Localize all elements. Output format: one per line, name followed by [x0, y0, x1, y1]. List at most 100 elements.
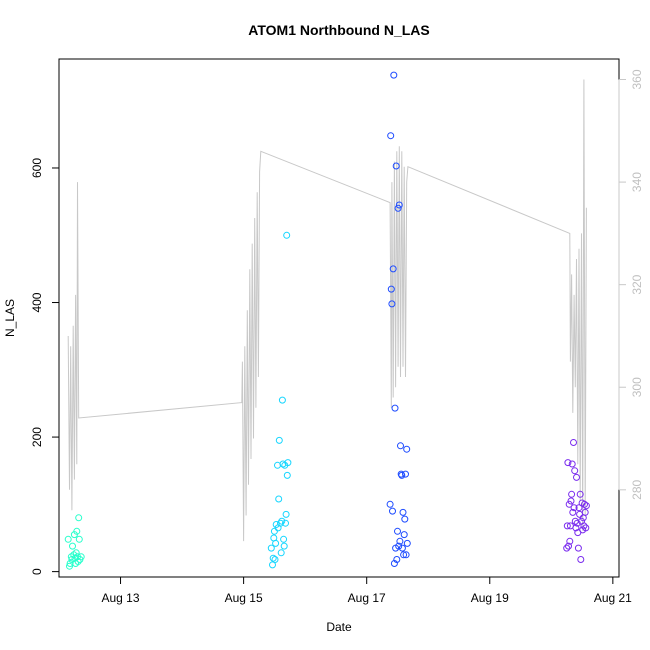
data-point: [573, 519, 581, 527]
data-point: [272, 521, 280, 528]
data-point: [576, 490, 584, 498]
data-point: [282, 510, 290, 518]
data-point: [272, 539, 280, 547]
data-point: [568, 460, 576, 468]
data-point: [278, 396, 286, 404]
data-point: [581, 500, 588, 508]
data-point: [72, 549, 80, 557]
y2-tick-label: 340: [630, 172, 644, 192]
data-point: [401, 515, 409, 523]
data-point: [386, 500, 394, 508]
data-point: [269, 554, 277, 562]
y-tick-label: 600: [30, 158, 44, 178]
data-point: [397, 442, 404, 450]
data-point: [569, 508, 577, 516]
data-point: [387, 285, 395, 293]
data-point: [75, 535, 83, 543]
data-point: [573, 473, 580, 481]
data-point: [393, 556, 401, 563]
data-point: [400, 551, 408, 559]
chart-title: ATOM1 Northbound N_LAS: [248, 22, 429, 38]
series-4: [563, 439, 590, 563]
data-point: [267, 544, 275, 552]
data-point: [278, 517, 286, 525]
data-point: [402, 551, 410, 559]
data-point: [570, 439, 577, 446]
data-point: [394, 204, 402, 212]
data-point: [395, 542, 403, 550]
x-tick-label: Aug 19: [471, 591, 509, 605]
data-point: [568, 490, 576, 498]
data-point: [389, 265, 397, 273]
data-point: [283, 231, 291, 239]
data-point: [75, 514, 83, 522]
series-3: [386, 71, 411, 567]
points-layer: [64, 71, 590, 570]
data-point: [581, 508, 589, 516]
data-point: [270, 527, 278, 535]
data-point: [388, 300, 396, 308]
data-point: [564, 459, 572, 467]
data-point: [575, 504, 583, 512]
data-point: [563, 522, 571, 530]
data-point: [398, 544, 406, 552]
y2-tick-label: 320: [630, 274, 644, 294]
y-axis-label: N_LAS: [3, 299, 17, 337]
y2-tick-label: 360: [630, 69, 644, 89]
series-2: [267, 231, 292, 569]
data-point: [576, 510, 584, 518]
data-point: [280, 542, 288, 550]
data-point: [402, 470, 409, 478]
x-tick-label: Aug 17: [348, 591, 386, 605]
data-point: [394, 527, 401, 535]
y2-tick-label: 280: [630, 479, 644, 499]
y-axis-right: 280 300 320 340 360: [618, 69, 644, 500]
data-point: [398, 471, 406, 479]
data-point: [69, 542, 76, 550]
data-point: [582, 502, 590, 510]
data-point: [567, 497, 575, 505]
data-point: [77, 553, 85, 561]
data-point: [570, 504, 578, 512]
data-point: [565, 500, 573, 508]
data-point: [280, 535, 288, 543]
y-tick-label: 0: [30, 568, 44, 575]
line-series-layer: [67, 79, 587, 542]
data-point: [582, 524, 590, 532]
data-point: [400, 531, 408, 539]
data-point: [284, 459, 292, 467]
y-tick-label: 200: [30, 427, 44, 447]
data-point: [64, 535, 72, 543]
x-axis-label: Date: [326, 620, 352, 634]
y-axis-left: 0 200 400 600: [30, 158, 60, 575]
data-point: [68, 556, 76, 563]
data-point: [73, 527, 81, 535]
data-point: [399, 508, 407, 516]
data-point: [565, 542, 572, 550]
data-point: [277, 519, 284, 527]
data-point: [389, 507, 396, 515]
x-tick-label: Aug 21: [594, 591, 632, 605]
plot-frame: [58, 58, 620, 578]
data-point: [580, 522, 588, 530]
data-point: [271, 556, 279, 563]
data-point: [572, 524, 580, 532]
data-point: [571, 467, 579, 475]
data-point: [74, 558, 82, 565]
data-point: [390, 71, 398, 79]
y-tick-label: 400: [30, 292, 44, 312]
data-point: [403, 539, 411, 547]
data-point: [275, 495, 283, 503]
data-point: [392, 162, 400, 170]
series-1: [64, 514, 85, 570]
data-point: [395, 201, 403, 209]
data-point: [577, 556, 585, 563]
y2-tick-label: 300: [630, 377, 644, 397]
data-point: [277, 549, 285, 557]
data-point: [282, 519, 289, 527]
x-axis: Aug 13 Aug 15 Aug 17 Aug 19 Aug 21: [102, 576, 632, 605]
x-tick-label: Aug 13: [102, 591, 140, 605]
data-point: [283, 471, 291, 479]
